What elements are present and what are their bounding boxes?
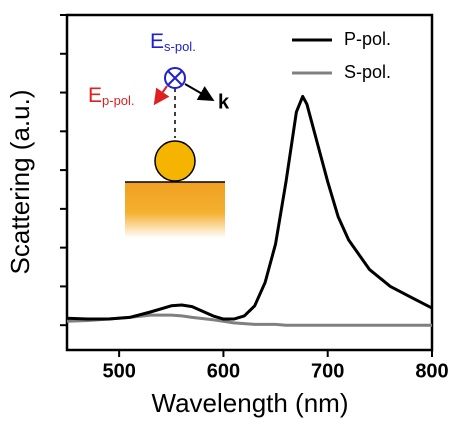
e-p-label: Ep-pol. — [88, 84, 135, 109]
x-tick-label: 600 — [207, 360, 240, 382]
particle — [154, 140, 196, 182]
legend-label: P-pol. — [344, 29, 391, 49]
legend-label: S-pol. — [344, 62, 391, 82]
k-label: k — [218, 91, 230, 113]
e-s-label: Es-pol. — [150, 30, 196, 55]
x-tick-label: 500 — [102, 360, 135, 382]
x-axis-label: Wavelength (nm) — [152, 388, 349, 418]
p-pol-arrow — [153, 85, 170, 106]
y-axis-label: Scattering (a.u.) — [5, 90, 35, 275]
e-p-sub: p-pol. — [102, 93, 135, 108]
s-pol-cross — [167, 70, 183, 86]
e-s-text: E — [150, 30, 164, 53]
inset: Es-pol. Ep-pol. k — [88, 30, 230, 238]
line-series — [66, 94, 433, 321]
plot-frame — [65, 13, 434, 352]
x-tick-label: 800 — [415, 360, 448, 382]
e-p-text: E — [88, 84, 102, 107]
line-series — [66, 313, 432, 327]
s-pol-symbol — [164, 67, 186, 89]
x-tick-label: 700 — [311, 360, 344, 382]
k-arrow — [184, 83, 215, 101]
e-s-sub: s-pol. — [164, 39, 196, 54]
substrate — [125, 182, 225, 238]
